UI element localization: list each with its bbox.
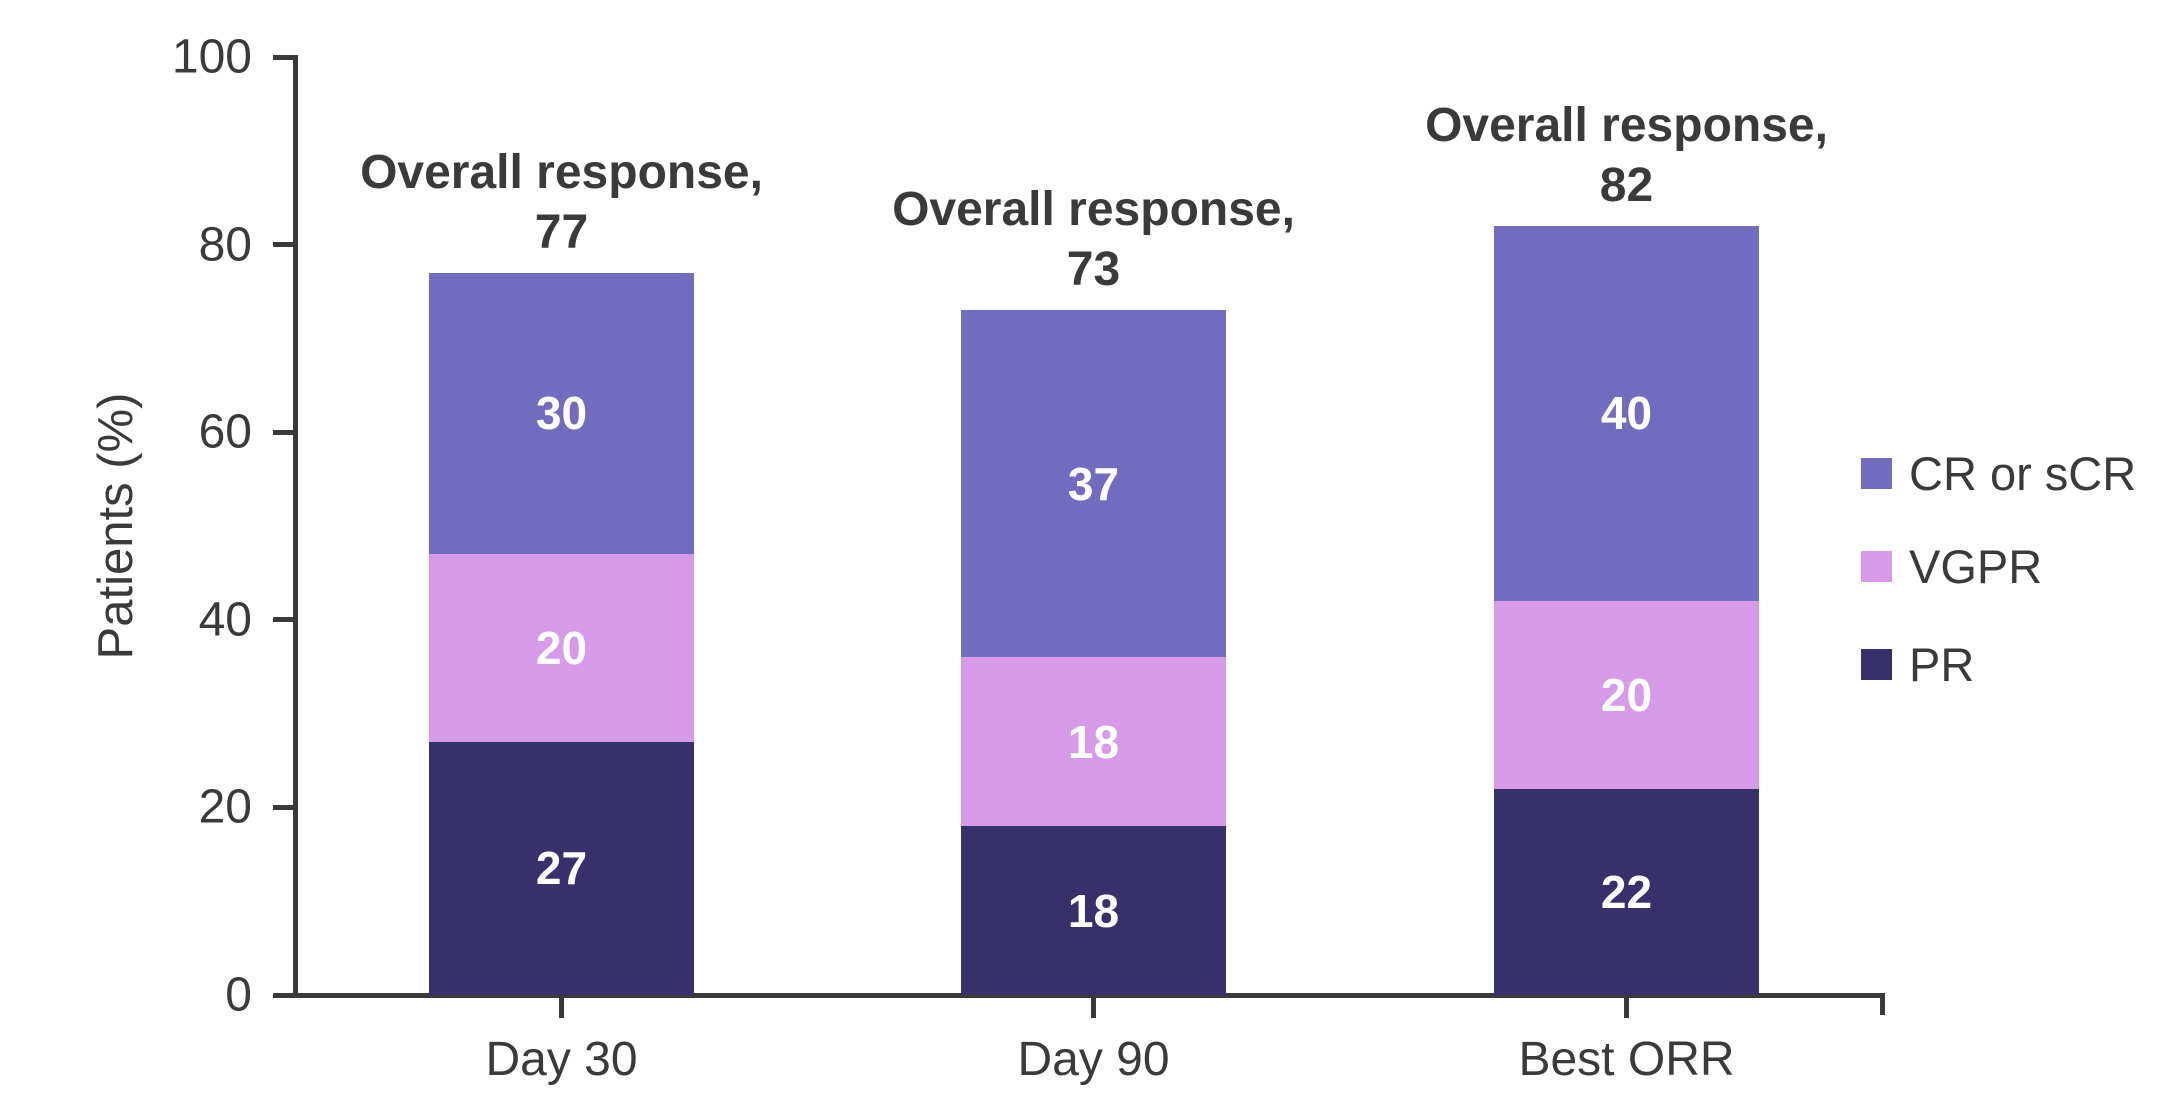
overall-response-annotation: Overall response, 77 [212,143,912,263]
bar-segment-pr: 27 [429,741,694,995]
x-axis-line [272,992,1885,998]
x-axis-end-cap [1880,992,1885,1015]
y-tick [272,617,293,623]
bar-segment-pr: 18 [961,826,1226,995]
bar-segment-cr-or-scr: 40 [1494,225,1759,602]
y-tick-label: 20 [198,780,252,834]
y-tick-label: 100 [171,30,252,84]
legend-label: CR or sCR [1909,447,2137,500]
y-tick [272,429,293,435]
x-category-label: Day 30 [485,1033,638,1086]
bar-segment-value: 18 [1067,884,1120,937]
annotation-total: 77 [534,205,589,259]
bar-segment-value: 30 [535,387,588,440]
legend-swatch [1861,458,1892,489]
y-tick [272,242,293,248]
annotation-text: Overall response, [360,145,763,199]
x-tick [1091,997,1096,1018]
annotation-total: 82 [1599,158,1654,212]
bar-segment-value: 27 [535,842,588,895]
y-axis-title: Patients (%) [89,392,143,660]
legend-item: VGPR [1861,540,2043,593]
bar-segment-vgpr: 20 [1494,601,1759,789]
x-category-label: Best ORR [1518,1033,1735,1086]
bar-segment-value: 40 [1600,387,1653,440]
annotation-text: Overall response, [892,183,1295,237]
y-tick [272,54,293,60]
annotation-text: Overall response, [1425,98,1828,152]
bar-segment-value: 20 [1600,668,1653,721]
overall-response-annotation: Overall response, 73 [744,180,1444,300]
bar-segment-pr: 22 [1494,788,1759,995]
legend-swatch [1861,551,1892,582]
bar-segment-vgpr: 20 [429,554,694,742]
x-tick [559,997,564,1018]
x-category-label: Day 90 [1017,1033,1170,1086]
overall-response-annotation: Overall response, 82 [1277,96,1977,216]
legend-swatch [1861,649,1892,680]
y-tick-label: 0 [225,968,252,1022]
bar-segment-cr-or-scr: 30 [429,272,694,555]
legend-label: PR [1909,638,1975,691]
bar-segment-vgpr: 18 [961,657,1226,827]
bar-segment-cr-or-scr: 37 [961,310,1226,658]
bar-segment-value: 18 [1067,715,1120,768]
legend-label: VGPR [1909,540,2043,593]
bar-segment-value: 37 [1067,457,1120,510]
y-tick-label: 40 [198,593,252,647]
legend-item: PR [1861,638,1975,691]
annotation-total: 73 [1066,243,1121,297]
x-tick [1624,997,1629,1018]
y-tick-label: 60 [198,405,252,459]
y-tick [272,804,293,810]
y-axis-line [292,54,298,998]
legend-item: CR or sCR [1861,447,2137,500]
bar-segment-value: 20 [535,621,588,674]
y-tick-label: 80 [198,218,252,272]
bar-segment-value: 22 [1600,865,1653,918]
